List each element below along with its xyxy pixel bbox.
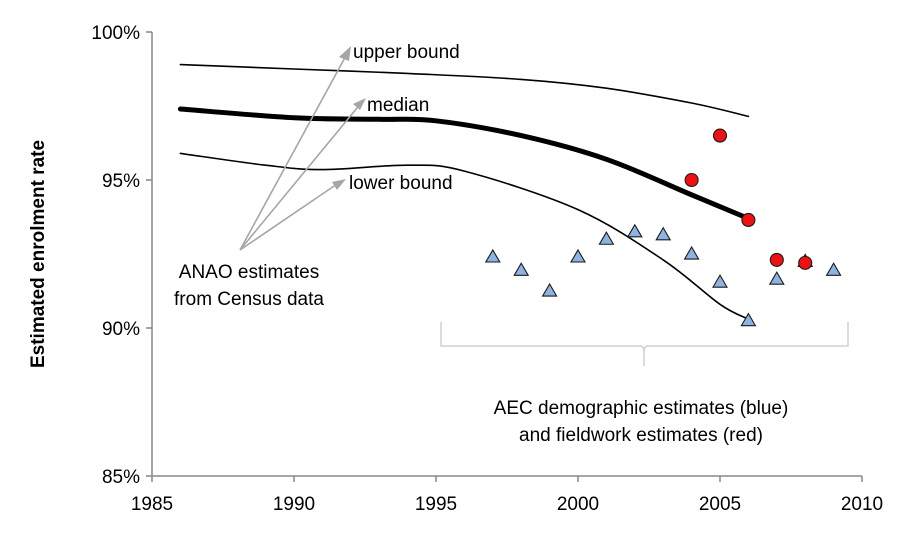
bracket-path: [440, 322, 849, 366]
y-axis-title: Estimated enrolment rate: [28, 140, 49, 368]
arrow-upper: [239, 51, 349, 251]
y-tick-label: 95%: [102, 171, 140, 192]
anao-label-line1: ANAO estimates: [179, 262, 319, 283]
x-tick-label: 1985: [131, 494, 173, 515]
aec-label-line2: and fieldwork estimates (red): [519, 425, 763, 446]
median-label: median: [367, 95, 429, 116]
arrow-head-lower: [332, 179, 346, 190]
fieldwork-point: [741, 212, 756, 228]
x-tick-label: 2000: [557, 494, 599, 515]
aec-point: [513, 262, 530, 276]
x-tick-label: 2005: [699, 494, 741, 515]
axis-ticks: [146, 31, 863, 482]
aec-bracket: [440, 322, 849, 366]
x-tick-label: 1995: [415, 494, 457, 515]
aec-point: [825, 262, 842, 276]
fieldwork-point: [798, 255, 813, 270]
aec-point: [740, 312, 757, 327]
series-lines: [177, 63, 751, 320]
arrow-head-median: [353, 98, 366, 110]
fieldwork-point: [684, 172, 699, 188]
fieldwork-point: [769, 252, 784, 267]
arrow-heads: [332, 46, 366, 190]
aec-point: [541, 282, 558, 297]
aec-point: [768, 271, 785, 285]
line-upper-bound: [179, 63, 750, 118]
x-tick-label: 2010: [841, 494, 883, 515]
fieldwork-point: [712, 128, 728, 143]
lower-bound-label: lower bound: [349, 173, 453, 194]
arrow-head-upper: [339, 46, 351, 61]
aec-point: [655, 226, 672, 241]
aec-point: [712, 274, 728, 288]
annotation-arrows: [239, 51, 363, 251]
upper-bound-label: upper bound: [353, 42, 460, 63]
line-median: [177, 106, 751, 221]
x-tick-label: 1990: [273, 494, 315, 515]
y-tick-label: 90%: [102, 319, 140, 340]
aec-point: [683, 245, 700, 260]
line-lower-bound: [179, 152, 750, 320]
y-tick-label: 100%: [91, 23, 140, 44]
series-markers: [484, 128, 842, 327]
aec-point: [598, 231, 615, 245]
aec-label-line1: AEC demographic estimates (blue): [494, 398, 789, 419]
anao-label-line2: from Census data: [174, 289, 324, 310]
arrow-lower: [239, 181, 341, 251]
arrow-median: [239, 101, 363, 251]
y-tick-label: 85%: [102, 467, 140, 488]
aec-point: [626, 223, 643, 238]
aec-point: [484, 248, 501, 263]
aec-point: [570, 248, 586, 263]
tick-labels: 1985 1990 1995 2000 2005 2010 85% 90% 95% 100%: [91, 23, 883, 515]
